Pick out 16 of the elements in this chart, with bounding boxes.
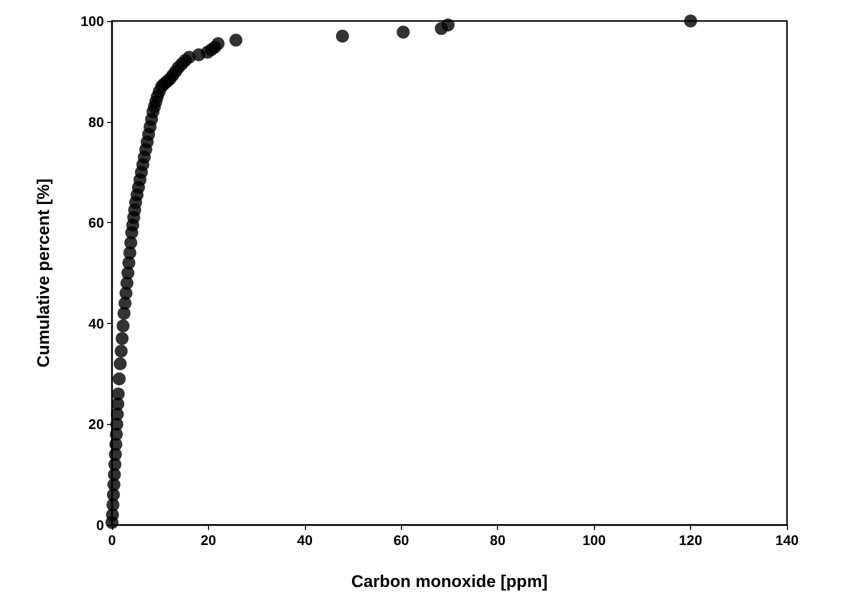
y-tick-label: 80	[88, 114, 104, 130]
x-tick-label: 80	[490, 532, 506, 548]
y-tick-label: 0	[96, 517, 104, 533]
y-tick-label: 100	[80, 13, 104, 29]
y-tick-label: 20	[88, 416, 104, 432]
x-axis-title: Carbon monoxide [ppm]	[351, 572, 548, 591]
x-tick-label: 40	[297, 532, 313, 548]
y-tick-label: 60	[88, 214, 104, 231]
x-tick-label: 0	[108, 532, 116, 548]
x-tick-label: 120	[678, 532, 702, 548]
y-tick-label: 40	[88, 315, 104, 332]
x-tick-label: 20	[200, 532, 216, 548]
x-tick-label: 100	[582, 532, 606, 548]
y-axis-title: Cumulative percent [%]	[34, 178, 53, 368]
x-tick-label: 140	[775, 532, 799, 548]
x-tick-label: 60	[393, 532, 410, 548]
